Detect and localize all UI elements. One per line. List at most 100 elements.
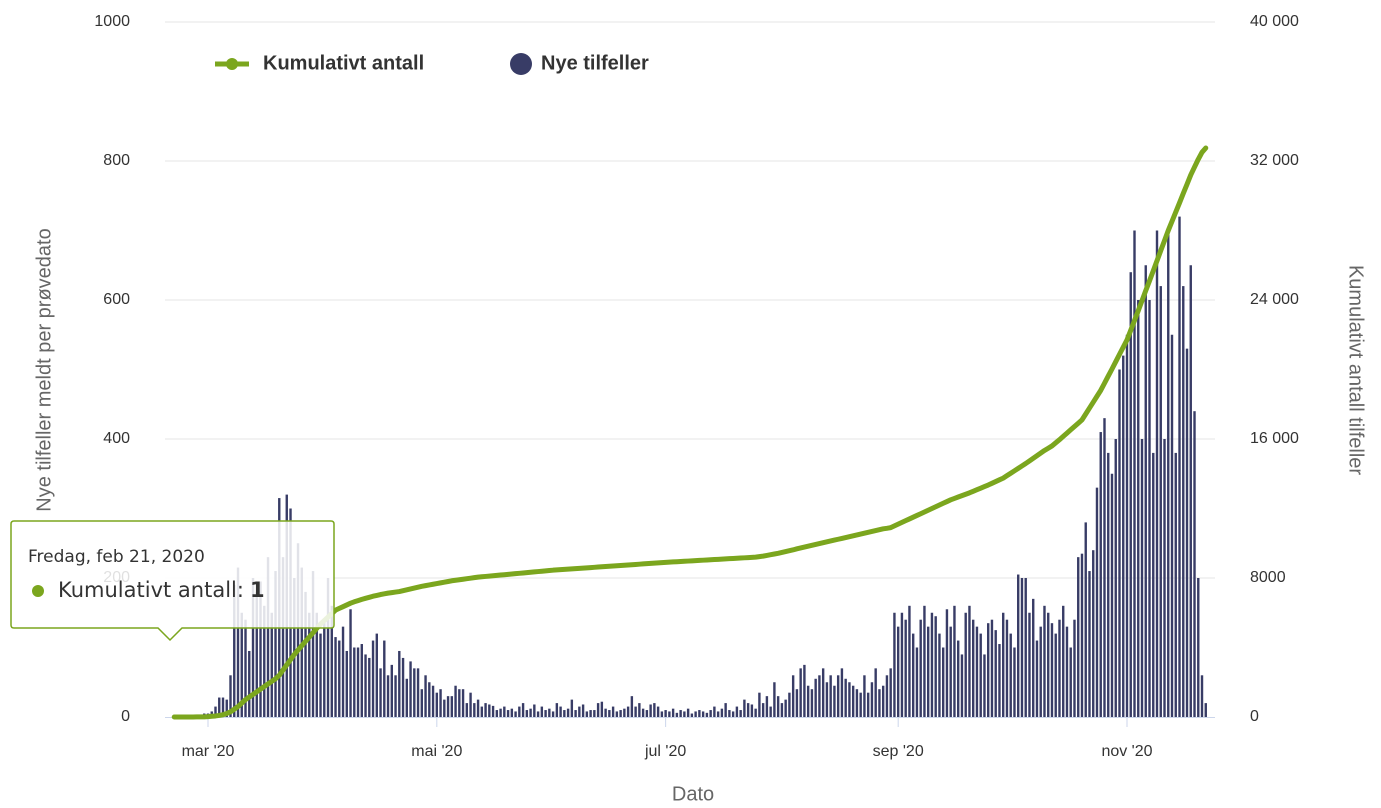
bar xyxy=(221,697,225,717)
bar xyxy=(315,612,318,717)
bar xyxy=(1167,230,1170,717)
bar xyxy=(574,710,577,717)
legend-item: Kumulativt antall xyxy=(215,52,424,74)
bar xyxy=(694,711,697,717)
bar xyxy=(319,633,322,717)
bar xyxy=(784,699,787,717)
bar xyxy=(435,692,439,717)
bar xyxy=(390,664,393,717)
bar xyxy=(885,675,889,717)
bar xyxy=(259,581,262,717)
bar xyxy=(233,584,236,717)
bar xyxy=(461,689,465,717)
bar xyxy=(398,650,401,717)
bar xyxy=(465,703,469,717)
bar xyxy=(218,697,221,717)
bar xyxy=(1204,703,1207,717)
bar xyxy=(334,637,337,717)
bar xyxy=(1144,265,1147,717)
bar xyxy=(338,640,341,717)
bar xyxy=(814,678,817,717)
bar xyxy=(1058,619,1061,717)
bar xyxy=(975,626,979,717)
y2-tick-label: 32 000 xyxy=(1250,152,1299,169)
bar xyxy=(1189,265,1192,717)
bar xyxy=(469,692,472,717)
bar xyxy=(668,711,671,717)
y2-tick-label: 16 000 xyxy=(1250,430,1299,447)
bar xyxy=(443,699,446,717)
bar xyxy=(240,612,243,717)
bar xyxy=(1200,675,1204,717)
bar xyxy=(596,703,600,717)
bar xyxy=(788,692,791,717)
bar xyxy=(255,591,258,717)
bar xyxy=(473,703,476,717)
bar xyxy=(308,612,311,717)
bar xyxy=(1077,557,1080,717)
y-tick-label: 0 xyxy=(121,708,130,725)
bar xyxy=(311,571,315,717)
bar xyxy=(1107,452,1110,717)
bar xyxy=(728,710,731,717)
bar xyxy=(589,710,592,717)
bar xyxy=(548,708,551,717)
bar xyxy=(578,706,581,717)
bar xyxy=(386,675,390,717)
bar xyxy=(735,706,739,717)
bar xyxy=(420,689,424,717)
bar xyxy=(855,689,859,717)
bar xyxy=(1002,612,1005,717)
bar xyxy=(731,711,735,717)
bar xyxy=(1152,452,1155,717)
bar xyxy=(649,704,652,717)
bar xyxy=(510,708,514,717)
bar xyxy=(915,647,919,717)
tooltip-title: Fredag, feb 21, 2020 xyxy=(28,547,205,567)
bar xyxy=(619,710,622,717)
bar xyxy=(1039,626,1042,717)
bar xyxy=(769,706,772,717)
legend-label: Kumulativt antall xyxy=(263,52,424,74)
bar xyxy=(345,650,348,717)
bar xyxy=(660,711,664,717)
bar xyxy=(716,711,720,717)
bar xyxy=(818,675,821,717)
bar xyxy=(1047,612,1050,717)
bar xyxy=(972,619,975,717)
bar xyxy=(1174,452,1177,717)
bar xyxy=(503,706,506,717)
bar xyxy=(356,647,360,717)
bar xyxy=(776,696,780,717)
bar xyxy=(604,708,607,717)
bar xyxy=(270,612,273,717)
legend-label: Nye tilfeller xyxy=(541,52,649,74)
bar xyxy=(1163,439,1166,717)
bar xyxy=(1155,230,1159,717)
bar xyxy=(1073,619,1076,717)
bar xyxy=(934,616,937,717)
bar xyxy=(585,711,589,717)
tooltip-label: Kumulativt antall: xyxy=(58,578,244,602)
bar xyxy=(296,543,300,717)
tooltip-value: 1 xyxy=(250,578,265,602)
x-tick-label: jul '20 xyxy=(644,743,686,760)
bar xyxy=(881,685,885,717)
bar xyxy=(698,710,701,717)
bar xyxy=(229,675,232,717)
bar xyxy=(893,612,896,717)
bar xyxy=(701,711,705,717)
bar xyxy=(870,682,874,717)
bar xyxy=(416,668,420,717)
bar xyxy=(859,692,862,717)
bar xyxy=(1024,578,1027,717)
bar xyxy=(214,706,217,717)
bar xyxy=(1028,612,1031,717)
bar xyxy=(709,710,712,717)
bar xyxy=(570,699,574,717)
bar xyxy=(773,682,776,717)
tooltip-marker xyxy=(32,585,44,597)
bar xyxy=(371,640,375,717)
bar xyxy=(957,640,960,717)
bar xyxy=(990,619,994,717)
